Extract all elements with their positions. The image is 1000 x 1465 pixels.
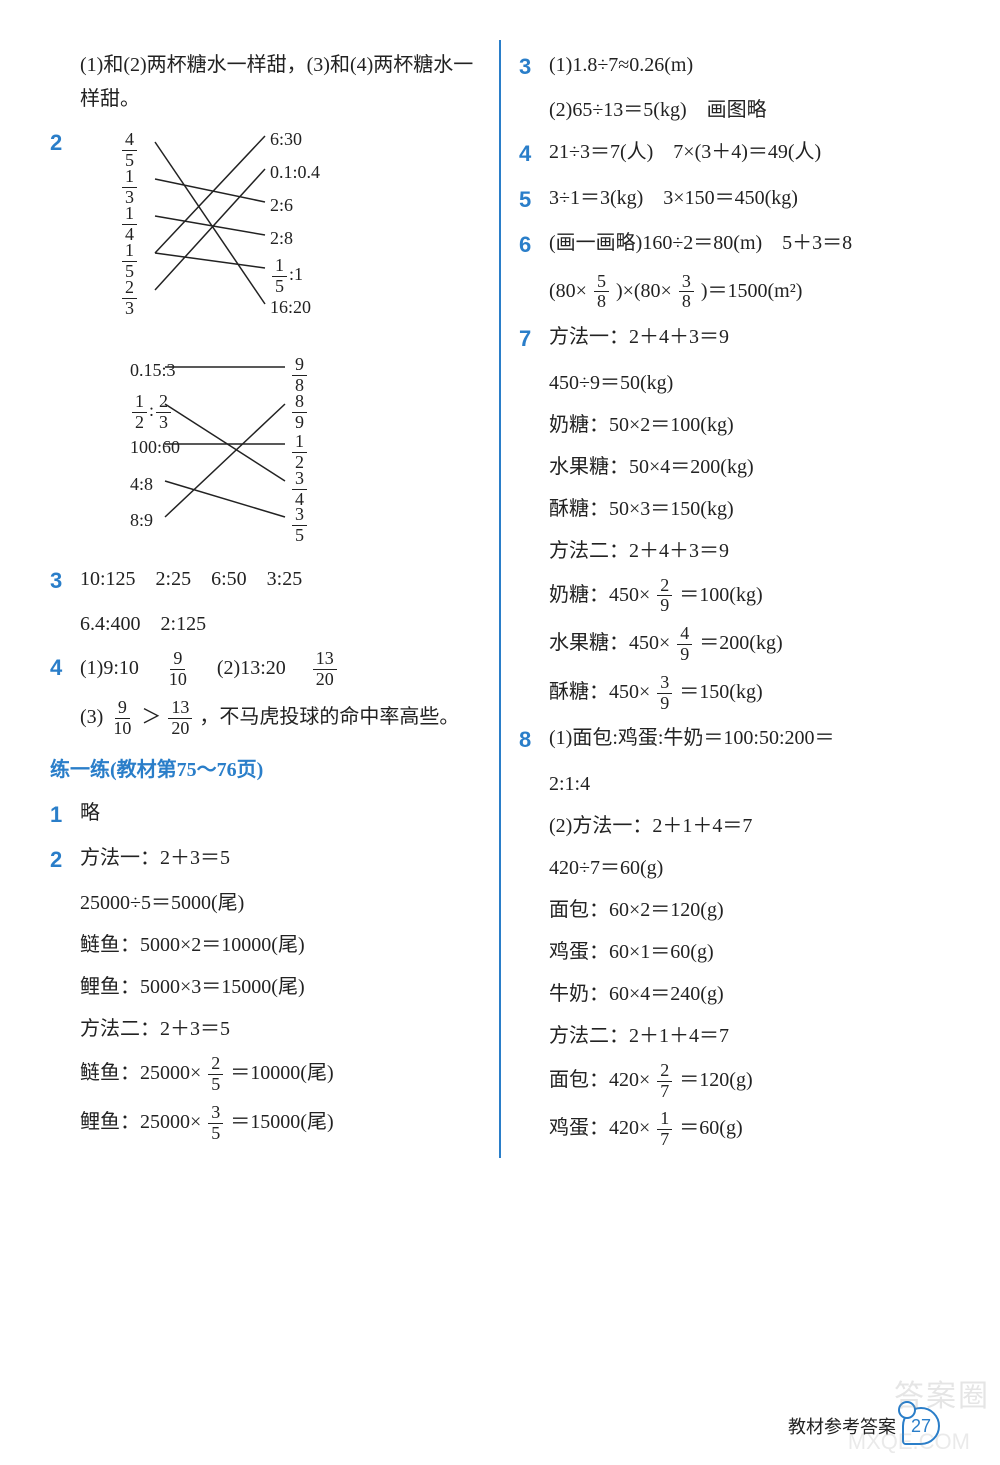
r8-num: 8 xyxy=(519,721,539,758)
r8d: 面包：60×2＝120(g) xyxy=(549,893,950,927)
q4-num: 4 xyxy=(50,649,70,686)
p2b: 25000÷5＝5000(尾) xyxy=(80,886,481,920)
r8f: 牛奶：60×4＝240(g) xyxy=(549,977,950,1011)
r3a: (1)1.8÷7≈0.26(m) xyxy=(549,48,950,82)
left-column: (1)和(2)两杯糖水一样甜，(3)和(4)两杯糖水一样甜。 2 4513141… xyxy=(40,40,491,1158)
right-column: 3 (1)1.8÷7≈0.26(m) (2)65÷13＝5(kg) 画图略 4 21… xyxy=(509,40,960,1158)
p1-num: 1 xyxy=(50,796,70,833)
p2e: 方法二：2＋3＝5 xyxy=(80,1012,481,1046)
r6-num: 6 xyxy=(519,226,539,263)
r7d: 水果糖：50×4＝200(kg) xyxy=(549,450,950,484)
frac: 25 xyxy=(208,1054,223,1095)
frac: 27 xyxy=(657,1061,672,1102)
q2-num: 2 xyxy=(50,124,70,161)
frac: 910 xyxy=(166,649,190,690)
r7f: 方法二：2＋4＋3＝9 xyxy=(549,534,950,568)
r7-num: 7 xyxy=(519,320,539,357)
r7i: 酥糖：450× 39 ＝150(kg) xyxy=(549,673,950,714)
p2g: 鲤鱼：25000× 35 ＝15000(尾) xyxy=(80,1103,481,1144)
q4a: (1)9:10 xyxy=(80,657,159,679)
r7e: 酥糖：50×3＝150(kg) xyxy=(549,492,950,526)
frac: 38 xyxy=(679,272,694,313)
r8c: 420÷7＝60(g) xyxy=(549,851,950,885)
r8g: 方法二：2＋1＋4＝7 xyxy=(549,1019,950,1053)
q3b-text: 6.4:400 2:125 xyxy=(80,607,481,641)
r8a: (1)面包:鸡蛋:牛奶＝100:50:200＝ xyxy=(549,721,950,755)
watermark: 答案圈 xyxy=(894,1371,990,1415)
r7h: 水果糖：450× 49 ＝200(kg) xyxy=(549,624,950,665)
r4: 21÷3＝7(人) 7×(3＋4)＝49(人) xyxy=(549,135,950,169)
column-divider xyxy=(499,40,501,1158)
q3-num: 3 xyxy=(50,562,70,599)
r8b: (2)方法一：2＋1＋4＝7 xyxy=(549,809,950,843)
section-title: 练一练(教材第75～76页) xyxy=(50,753,481,782)
r5: 3÷1＝3(kg) 3×150＝450(kg) xyxy=(549,181,950,215)
r8a2: 2:1:4 xyxy=(549,767,950,801)
intro-text: (1)和(2)两杯糖水一样甜，(3)和(4)两杯糖水一样甜。 xyxy=(80,48,481,116)
p2d: 鲤鱼：5000×3＝15000(尾) xyxy=(80,970,481,1004)
r5-num: 5 xyxy=(519,181,539,218)
q3-text: 10:125 2:25 6:50 3:25 xyxy=(80,562,481,596)
frac: 1320 xyxy=(313,649,337,690)
r8h: 面包：420× 27 ＝120(g) xyxy=(549,1061,950,1102)
q4b: (2)13:20 xyxy=(197,657,306,679)
matching-diagram-2: 0.15:312:23100:604:88:99889123435 xyxy=(110,349,481,554)
r6b: (80× 58 )×(80× 38 )＝1500(m²) xyxy=(549,272,950,313)
matching-diagram-1: 45131415236:300.1:0.42:62:815:116:20 xyxy=(110,124,481,349)
r7b: 450÷9＝50(kg) xyxy=(549,366,950,400)
r7a: 方法一：2＋4＋3＝9 xyxy=(549,320,950,354)
r4-num: 4 xyxy=(519,135,539,172)
r3-num: 3 xyxy=(519,48,539,85)
p2c: 鲢鱼：5000×2＝10000(尾) xyxy=(80,928,481,962)
r8i: 鸡蛋：420× 17 ＝60(g) xyxy=(549,1109,950,1150)
q4-line1: (1)9:10 910 (2)13:20 1320 xyxy=(80,649,481,690)
q4-line2: (3) 910 ＞ 1320 ，不马虎投球的命中率高些。 xyxy=(80,698,481,739)
r6a: (画一画略)160÷2＝80(m) 5＋3＝8 xyxy=(549,226,950,260)
p2-num: 2 xyxy=(50,841,70,878)
watermark-url: MXQE.COM xyxy=(848,1429,970,1455)
frac: 39 xyxy=(657,673,672,714)
p1: 略 xyxy=(80,796,481,830)
r8e: 鸡蛋：60×1＝60(g) xyxy=(549,935,950,969)
frac: 910 xyxy=(110,698,134,739)
r3b: (2)65÷13＝5(kg) 画图略 xyxy=(549,93,950,127)
frac: 29 xyxy=(657,576,672,617)
frac: 35 xyxy=(208,1103,223,1144)
p2a: 方法一：2＋3＝5 xyxy=(80,841,481,875)
frac: 1320 xyxy=(168,698,192,739)
frac: 58 xyxy=(594,272,609,313)
frac: 17 xyxy=(657,1109,672,1150)
p2f: 鲢鱼：25000× 25 ＝10000(尾) xyxy=(80,1054,481,1095)
r7g: 奶糖：450× 29 ＝100(kg) xyxy=(549,576,950,617)
r7c: 奶糖：50×2＝100(kg) xyxy=(549,408,950,442)
page: (1)和(2)两杯糖水一样甜，(3)和(4)两杯糖水一样甜。 2 4513141… xyxy=(0,0,1000,1218)
frac: 49 xyxy=(677,624,692,665)
